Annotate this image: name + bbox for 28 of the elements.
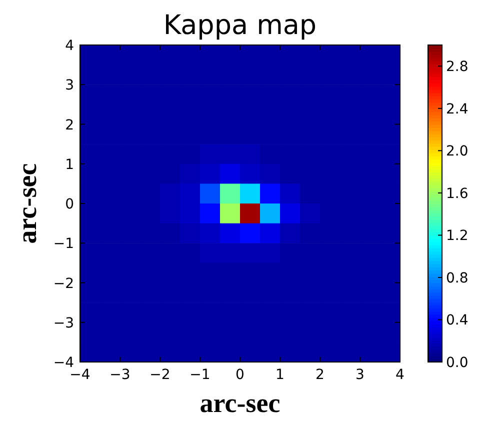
y-tick-label: 2 <box>65 117 74 134</box>
chart-title: Kappa map <box>163 10 317 41</box>
x-tick-label: 3 <box>356 367 364 383</box>
y-axis-title: arc-sec <box>12 163 42 244</box>
x-tick-label: 1 <box>276 367 284 383</box>
y-tick-label: −1 <box>53 236 74 252</box>
y-tick-label: 0 <box>65 196 74 212</box>
y-tick-label: 3 <box>65 78 74 94</box>
color-bar-label: 0.4 <box>446 312 468 329</box>
color-bar-label: 0.8 <box>446 270 468 286</box>
color-bar-label: 1.2 <box>446 228 468 244</box>
y-tick-label: −3 <box>53 315 74 332</box>
color-bar-label: 2.0 <box>446 144 468 160</box>
y-tick-label: 4 <box>65 38 74 54</box>
x-tick-label: −1 <box>190 367 210 383</box>
y-tick-label: −4 <box>53 355 74 371</box>
color-bar-label: 0.0 <box>446 355 468 371</box>
x-tick-label: −2 <box>150 367 170 383</box>
color-bar-label: 2.8 <box>446 59 468 76</box>
x-tick-label: 0 <box>236 367 244 383</box>
color-bar-label: 1.6 <box>446 186 468 202</box>
x-tick-label: 2 <box>316 367 324 383</box>
x-tick-label: 4 <box>396 367 405 383</box>
x-tick-label: −3 <box>110 367 130 383</box>
color-bar-label: 2.4 <box>446 101 468 118</box>
y-tick-label: −2 <box>53 276 74 292</box>
y-tick-label: 1 <box>65 156 74 173</box>
x-axis-title: arc-sec <box>200 388 280 418</box>
